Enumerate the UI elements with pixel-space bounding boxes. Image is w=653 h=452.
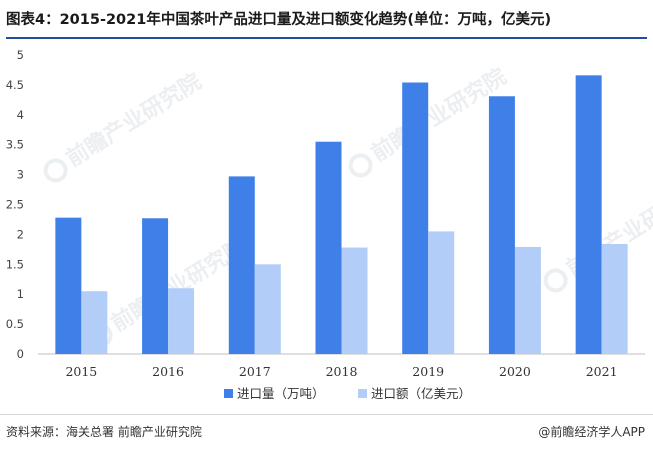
legend-label: 进口量（万吨） bbox=[237, 386, 325, 401]
legend-swatch bbox=[358, 389, 367, 398]
x-tick-label: 2020 bbox=[499, 364, 531, 379]
footer: 资料来源：海关总署 前瞻产业研究院 @前瞻经济学人APP bbox=[0, 414, 653, 452]
title-divider bbox=[6, 37, 647, 39]
y-tick-label: 0.5 bbox=[6, 317, 24, 331]
bar-volume bbox=[55, 217, 82, 354]
y-tick-label: 3.5 bbox=[6, 138, 24, 152]
bar-volume bbox=[575, 75, 602, 354]
y-tick-label: 5 bbox=[17, 48, 24, 62]
brand-credit: @前瞻经济学人APP bbox=[538, 423, 645, 440]
bar-value bbox=[428, 231, 455, 354]
bar-value bbox=[254, 264, 281, 354]
x-tick-label: 2017 bbox=[239, 364, 271, 379]
legend-label: 进口额（亿美元） bbox=[371, 386, 471, 401]
y-tick-label: 1.5 bbox=[6, 257, 24, 271]
y-tick-label: 4 bbox=[17, 108, 24, 122]
y-tick-label: 1 bbox=[17, 287, 24, 301]
x-tick-label: 2016 bbox=[152, 364, 184, 379]
brand-text: @前瞻经济学人APP bbox=[538, 425, 645, 439]
bar-value bbox=[341, 247, 368, 354]
bar-volume bbox=[142, 218, 169, 354]
bar-value bbox=[514, 246, 541, 354]
x-tick-label: 2015 bbox=[65, 364, 97, 379]
bar-chart: 0 0.5 1 1.5 2 2.5 3 3.5 4 4.5 5 2015 2016 2017 2018 201… bbox=[6, 48, 645, 401]
bar-volume bbox=[315, 141, 342, 354]
x-tick-label: 2018 bbox=[326, 364, 358, 379]
x-tick-label: 2019 bbox=[412, 364, 444, 379]
source-note: 资料来源：海关总署 前瞻产业研究院 bbox=[6, 425, 202, 439]
bar-value bbox=[168, 288, 195, 354]
chart-title: 图表4：2015-2021年中国茶叶产品进口量及进口额变化趋势(单位：万吨，亿美… bbox=[6, 12, 552, 28]
bar-value bbox=[81, 291, 108, 354]
bar-volume bbox=[488, 96, 515, 355]
y-tick-label: 0 bbox=[17, 347, 24, 361]
y-tick-label: 4.5 bbox=[6, 78, 24, 92]
bar-volume bbox=[402, 82, 429, 355]
bar-volume bbox=[228, 176, 255, 354]
x-tick-label: 2021 bbox=[586, 364, 618, 379]
y-tick-label: 2 bbox=[17, 227, 24, 241]
bar-value bbox=[601, 243, 628, 354]
legend-swatch bbox=[224, 389, 233, 398]
y-tick-label: 2.5 bbox=[6, 198, 24, 212]
y-tick-label: 3 bbox=[17, 168, 24, 182]
